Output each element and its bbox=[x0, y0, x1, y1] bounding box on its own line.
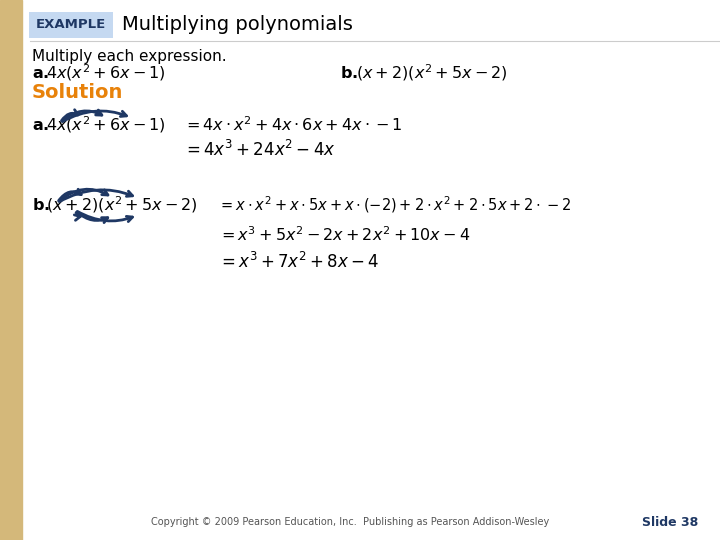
Text: $\mathbf{a.}$: $\mathbf{a.}$ bbox=[32, 118, 49, 132]
Text: $=x^3+5x^2-2x+2x^2+10x-4$: $=x^3+5x^2-2x+2x^2+10x-4$ bbox=[218, 226, 470, 244]
Text: EXAMPLE: EXAMPLE bbox=[36, 18, 106, 31]
Text: $=4x \cdot x^2+4x \cdot 6x+4x \cdot -1$: $=4x \cdot x^2+4x \cdot 6x+4x \cdot -1$ bbox=[183, 116, 402, 134]
Text: $(x+2)(x^2+5x-2)$: $(x+2)(x^2+5x-2)$ bbox=[356, 63, 508, 83]
Text: Copyright © 2009 Pearson Education, Inc.  Publishing as Pearson Addison-Wesley: Copyright © 2009 Pearson Education, Inc.… bbox=[151, 517, 549, 527]
Text: $\mathbf{b.}$: $\mathbf{b.}$ bbox=[32, 197, 50, 213]
Text: $4x(x^2+6x-1)$: $4x(x^2+6x-1)$ bbox=[46, 114, 166, 136]
Text: $=4x^3+24x^2-4x$: $=4x^3+24x^2-4x$ bbox=[183, 140, 336, 160]
Text: Multiply each expression.: Multiply each expression. bbox=[32, 49, 227, 64]
FancyBboxPatch shape bbox=[29, 12, 113, 38]
Text: Slide 38: Slide 38 bbox=[642, 516, 698, 529]
Text: $\mathbf{b.}$: $\mathbf{b.}$ bbox=[340, 65, 358, 81]
Text: $=x \cdot x^2+x \cdot 5x+x \cdot (-2)+2 \cdot x^2+2 \cdot 5x+2 \cdot -2$: $=x \cdot x^2+x \cdot 5x+x \cdot (-2)+2 … bbox=[218, 194, 571, 215]
Text: $(x+2)(x^2+5x-2)$: $(x+2)(x^2+5x-2)$ bbox=[46, 194, 198, 215]
Text: $\mathbf{a.}$: $\mathbf{a.}$ bbox=[32, 65, 49, 80]
Text: Solution: Solution bbox=[32, 84, 123, 103]
Text: $4x(x^2+6x-1)$: $4x(x^2+6x-1)$ bbox=[46, 63, 166, 83]
Text: Multiplying polynomials: Multiplying polynomials bbox=[122, 16, 353, 35]
Text: $=x^3+7x^2+8x-4$: $=x^3+7x^2+8x-4$ bbox=[218, 252, 379, 272]
Bar bbox=[0, 0, 22, 540]
